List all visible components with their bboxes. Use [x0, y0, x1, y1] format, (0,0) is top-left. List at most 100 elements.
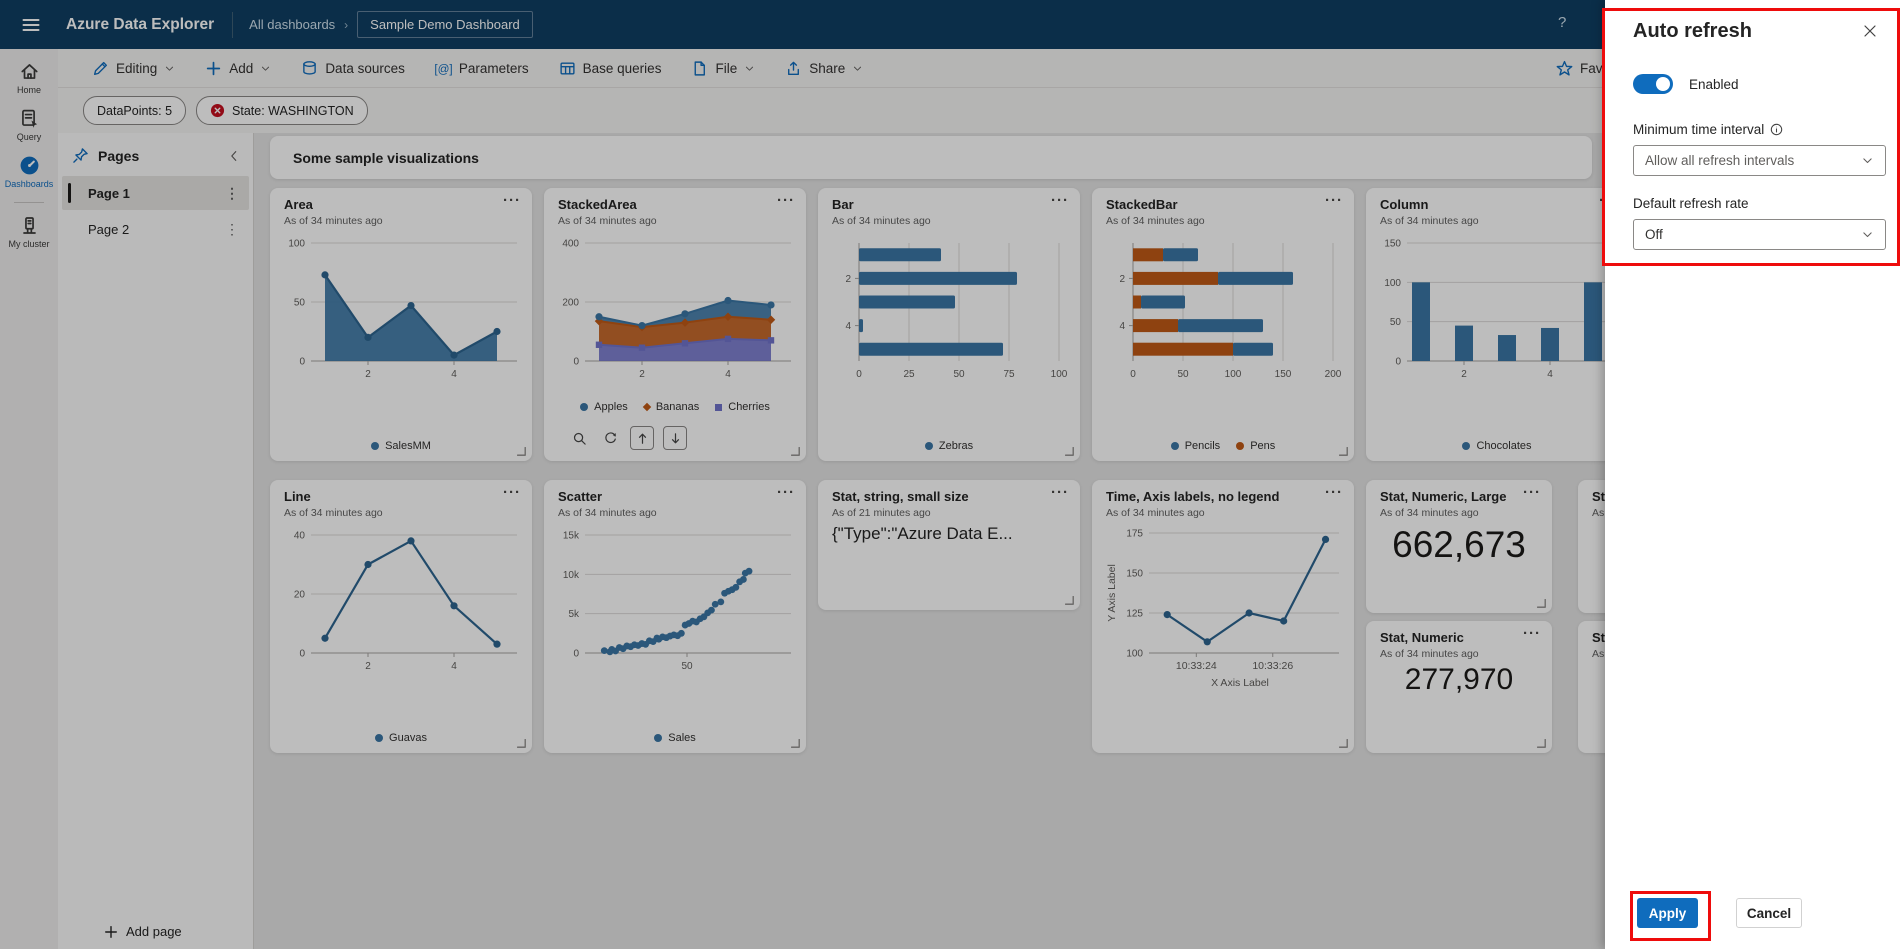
legend-item[interactable]: SalesMM	[371, 440, 431, 452]
legend-item[interactable]: Apples	[580, 401, 628, 413]
tile-resize-handle[interactable]	[1339, 739, 1348, 748]
tile-more-icon[interactable]: ···	[777, 484, 795, 501]
error-icon	[210, 103, 225, 118]
auto-refresh-toggle[interactable]	[1633, 74, 1673, 94]
toolbar-data-sources-button[interactable]: Data sources	[301, 60, 405, 77]
legend-circle-marker	[375, 734, 384, 742]
toolbar-editing-button[interactable]: Editing	[92, 60, 175, 77]
filter-chip-label: State: WASHINGTON	[232, 103, 354, 118]
pages-title: Pages	[98, 147, 140, 164]
tile-subtitle: As of 34 minutes ago	[832, 215, 931, 227]
tile-resize-handle[interactable]	[1065, 447, 1074, 456]
tile-more-icon[interactable]: ···	[1051, 192, 1069, 209]
add-page-button[interactable]: Add page	[58, 924, 299, 939]
enabled-toggle-row: Enabled	[1633, 74, 1739, 94]
move-up-button[interactable]	[630, 426, 654, 450]
legend-label: Sales	[668, 732, 696, 744]
help-icon[interactable]: ?	[1558, 14, 1567, 31]
enabled-label: Enabled	[1689, 76, 1739, 92]
refresh-loop-icon[interactable]	[599, 427, 621, 449]
svg-text:4: 4	[725, 369, 731, 380]
svg-text:2: 2	[365, 661, 371, 672]
sidebar-item-query[interactable]: Query	[0, 108, 58, 142]
tile-more-icon[interactable]: ···	[777, 192, 795, 209]
legend-circle-marker	[654, 734, 663, 742]
close-icon[interactable]	[1862, 23, 1878, 39]
tile-legend: Sales	[544, 732, 806, 744]
page-more-icon[interactable]: ⋮	[225, 184, 239, 201]
tile-stackedarea: StackedArea As of 34 minutes ago ··· 0 200 40…	[544, 188, 806, 461]
toolbar-file-button[interactable]: File	[691, 60, 755, 77]
legend-item[interactable]: Sales	[654, 732, 696, 744]
tile-subtitle: As of 21 minutes ago	[832, 507, 931, 519]
toolbar-base-queries-button[interactable]: Base queries	[559, 60, 662, 77]
dashboard-name-input[interactable]: Sample Demo Dashboard	[357, 11, 533, 38]
legend-label: Pens	[1250, 440, 1276, 452]
toolbar-share-button[interactable]: Share	[785, 60, 863, 77]
tile-resize-handle[interactable]	[1065, 596, 1074, 605]
tile-title: StackedArea	[558, 197, 637, 212]
legend-item[interactable]: Cherries	[715, 401, 770, 413]
toolbar-item-label: Base queries	[582, 60, 662, 76]
legend-item[interactable]: Bananas	[642, 401, 699, 413]
page-more-icon[interactable]: ⋮	[225, 220, 239, 237]
legend-circle-marker	[1462, 442, 1471, 450]
rail-item-label: Query	[16, 132, 42, 142]
page-item-2[interactable]: Page 2 ⋮	[62, 212, 249, 246]
query-icon	[21, 109, 37, 128]
svg-text:125: 125	[1126, 609, 1143, 620]
sidebar-item-home[interactable]: Home	[0, 61, 58, 95]
tile-resize-handle[interactable]	[1537, 739, 1546, 748]
tile-resize-handle[interactable]	[1537, 599, 1546, 608]
apply-button[interactable]: Apply	[1637, 898, 1698, 928]
tile-resize-handle[interactable]	[791, 739, 800, 748]
tile-timechart: Time, Axis labels, no legend As of 34 min…	[1092, 480, 1354, 753]
legend-item[interactable]: Guavas	[375, 732, 427, 744]
tile-resize-handle[interactable]	[517, 739, 526, 748]
svg-text:100: 100	[288, 239, 305, 250]
legend-item[interactable]: Chocolates	[1462, 440, 1532, 452]
filter-chip-datapoints[interactable]: DataPoints: 5	[83, 96, 187, 125]
toolbar-parameters-button[interactable]: [@] Parameters	[435, 60, 529, 77]
svg-text:200: 200	[562, 298, 579, 309]
move-down-button[interactable]	[663, 426, 687, 450]
svg-text:0: 0	[1395, 357, 1401, 368]
breadcrumb-all-dashboards[interactable]: All dashboards	[249, 17, 336, 32]
default-rate-dropdown[interactable]: Off	[1633, 219, 1886, 250]
tile-resize-handle[interactable]	[517, 447, 526, 456]
tile-resize-handle[interactable]	[791, 447, 800, 456]
page-item-1[interactable]: Page 1 ⋮	[62, 176, 249, 210]
zoom-search-icon[interactable]	[568, 427, 590, 449]
info-icon[interactable]	[1770, 123, 1783, 136]
tile-legend: SalesMM	[270, 440, 532, 452]
auto-refresh-panel: Auto refresh Enabled Minimum time interv…	[1605, 0, 1900, 949]
tile-more-icon[interactable]: ···	[1051, 484, 1069, 501]
tile-more-icon[interactable]: ···	[1325, 484, 1343, 501]
svg-text:2: 2	[639, 369, 645, 380]
tile-more-icon[interactable]: ···	[503, 484, 521, 501]
svg-text:75: 75	[1003, 369, 1015, 380]
collapse-pages-icon[interactable]	[227, 149, 241, 163]
toolbar-add-button[interactable]: Add	[205, 60, 271, 77]
legend-circle-marker	[1236, 442, 1245, 450]
filter-chip-state[interactable]: State: WASHINGTON	[196, 96, 368, 125]
sidebar-item-my-cluster[interactable]: My cluster	[0, 215, 58, 249]
tile-more-icon[interactable]: ···	[1325, 192, 1343, 209]
breadcrumb-chevron-icon: ›	[344, 17, 349, 32]
legend-item[interactable]: Zebras	[924, 440, 973, 452]
svg-text:100: 100	[1384, 278, 1401, 289]
legend-item[interactable]: Pencils	[1170, 440, 1220, 452]
tile-more-icon[interactable]: ···	[1523, 484, 1541, 501]
min-interval-dropdown[interactable]: Allow all refresh intervals	[1633, 145, 1886, 176]
cancel-button[interactable]: Cancel	[1736, 898, 1802, 928]
tile-resize-handle[interactable]	[1339, 447, 1348, 456]
tile-more-icon[interactable]: ···	[503, 192, 521, 209]
legend-item[interactable]: Pens	[1236, 440, 1275, 452]
tile-more-icon[interactable]: ···	[1523, 625, 1541, 642]
hamburger-menu-icon[interactable]	[21, 15, 41, 35]
svg-text:4: 4	[451, 369, 457, 380]
sidebar-item-dashboards[interactable]: Dashboards	[0, 155, 58, 189]
star-icon	[1556, 60, 1573, 76]
tile-legend: Apples Bananas Cherries	[544, 401, 806, 413]
svg-text:25: 25	[903, 369, 915, 380]
